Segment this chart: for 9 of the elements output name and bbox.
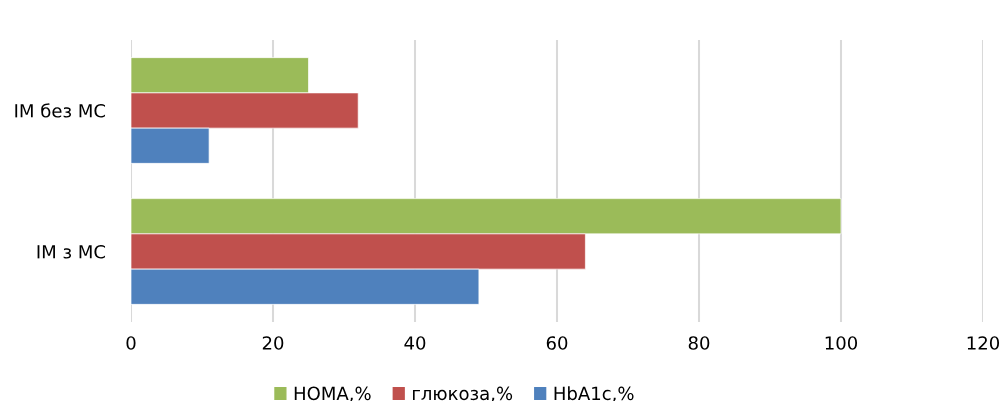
y-tick-label: ІМ з МС <box>37 244 106 259</box>
x-tick-label: 120 <box>967 336 1000 350</box>
y-tick-label: ІМ без МС <box>15 103 106 118</box>
x-tick-label: 60 <box>546 336 568 350</box>
x-tick-label: 80 <box>688 336 710 350</box>
x-tick-label: 40 <box>404 336 426 350</box>
x-tick-label: 20 <box>262 336 284 350</box>
x-tick-label: 0 <box>126 336 136 350</box>
x-tick-label: 100 <box>825 336 858 350</box>
